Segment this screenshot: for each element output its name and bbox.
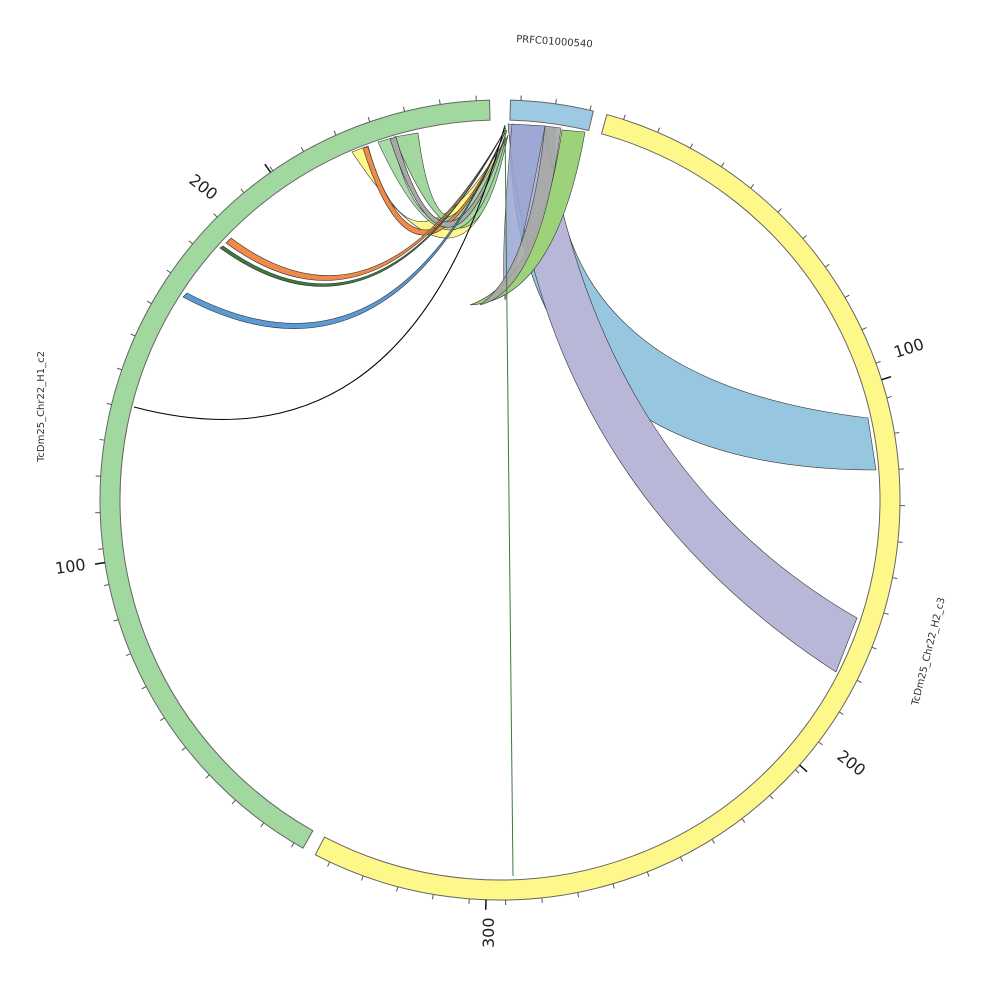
tick-minor-right [689,143,694,149]
tick-minor-right [824,263,830,268]
tick-minor-right [623,114,626,120]
segment-label-right: TcDm25_Chr22_H2_c3 [910,596,948,707]
link-top-to-bottom [504,124,514,877]
tick-minor-right [883,612,889,615]
segment-label-top: PRFC01000540 [516,34,593,50]
tick-minor-right [646,871,650,877]
tick-minor-left [269,166,274,172]
tick-label-right-100: 100 [891,334,926,362]
tick-minor-left [113,619,119,622]
tick-minor-top [555,98,557,104]
tick-minor-left [260,822,265,828]
tick-minor-right [886,396,892,399]
tick-minor-right [361,875,364,881]
tick-minor-right [431,894,434,900]
tick-minor-right [838,711,844,716]
tick-label-left-100: 100 [54,555,87,578]
tick-minor-right [795,769,800,774]
tick-major-right-100 [881,375,892,381]
tick-minor-right [802,234,807,240]
segment-right [314,113,901,901]
tick-minor-top [589,105,592,111]
tick-minor-right [856,679,862,684]
ribbon-left-to-top-gray [389,129,508,228]
tick-minor-left [300,146,305,152]
tick-minor-left [130,333,136,337]
tick-minor-left [146,300,152,305]
tick-minor-right [741,818,746,823]
tick-minor-right [541,897,543,903]
tick-minor-right [711,838,716,844]
tick-minor-left [141,686,147,690]
tick-minor-left [402,106,406,112]
tick-minor-right [894,431,900,434]
tick-minor-right [396,886,399,892]
tick-minor-left [166,269,172,274]
tick-minor-right [750,184,755,189]
tick-minor-right [892,577,898,580]
tick-minor-left [99,438,105,441]
segment-layer [99,99,901,901]
tick-minor-left [231,799,236,805]
tick-label-left-200: 200 [186,170,222,204]
tick-minor-right [897,541,903,543]
tick-minor-right [612,883,615,889]
tick-major-right-200 [799,764,808,773]
ribbon-layer [133,123,877,877]
segment-left [99,99,491,849]
tick-minor-left [188,240,194,245]
link-left-to-top-black [133,124,506,420]
tick-minor-right [720,162,725,168]
tick-minor-left [438,99,441,105]
tick-major-left-200 [264,163,272,173]
tick-major-left-100 [94,561,106,565]
tick-minor-left [213,213,218,218]
tick-label-right-200: 200 [834,746,870,780]
tick-minor-right [844,294,850,299]
tick-minor-left [205,774,210,779]
tick-minor-left [106,402,112,406]
tick-minor-left [181,746,186,751]
tick-minor-left [290,842,295,848]
tick-minor-left [97,548,104,550]
ribbon-left-to-top-steel [182,129,507,329]
tick-minor-left [125,653,131,657]
tick-minor-left [104,584,110,587]
segment-top [509,99,594,132]
tick-minor-right [577,892,580,898]
tick-minor-right [871,646,877,650]
ribbon-top-gray [479,125,562,306]
tick-label-right-300: 300 [479,917,498,948]
tick-minor-right [657,127,661,133]
tick-minor-right [327,861,331,867]
tick-minor-right [861,327,867,331]
tick-minor-right [818,741,823,746]
tick-minor-left [160,717,165,721]
tick-minor-right [679,856,684,862]
tick-minor-right [875,361,881,364]
tick-minor-right [777,208,782,213]
tick-minor-left [367,116,371,122]
tick-minor-left [240,188,245,194]
tick-minor-left [333,130,337,136]
segment-label-left: TcDm25_Chr22_H1_c2 [36,351,47,463]
ribbon-left-to-top-orange-long [225,127,507,281]
tick-minor-right [769,795,774,800]
tick-minor-left [116,367,122,371]
tick-layer [94,95,905,910]
